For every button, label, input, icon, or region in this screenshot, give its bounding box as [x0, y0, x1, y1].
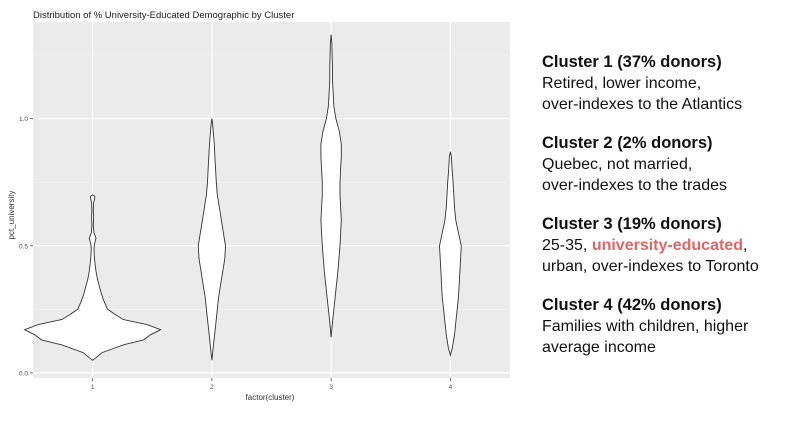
cluster-3-line-2: urban, over-indexes to Toronto	[542, 258, 759, 275]
cluster-3-heading: Cluster 3 (19% donors)	[542, 215, 722, 233]
violins	[23, 34, 462, 361]
y-tick-label: 1.0	[19, 116, 28, 123]
cluster-3-line-1: 25-35, university-educated,	[542, 235, 804, 256]
y-tick-label: 0.0	[19, 370, 28, 377]
cluster-4-heading: Cluster 4 (42% donors)	[542, 296, 722, 314]
x-axis-label: factor(cluster)	[246, 393, 295, 402]
y-tick-label: 0.5	[19, 243, 28, 250]
cluster-3-description: Cluster 3 (19% donors) 25-35, university…	[542, 214, 804, 277]
cluster-4-line-2: average income	[542, 339, 656, 356]
cluster-3-highlight: university-educated	[591, 237, 743, 254]
axes: 0.0 0.5 1.0 1 2 3 4	[19, 116, 453, 391]
violin-cluster-4	[439, 151, 462, 357]
cluster-4-description: Cluster 4 (42% donors) Families with chi…	[542, 295, 804, 358]
cluster-4-line-1: Families with children, higher	[542, 318, 749, 335]
cluster-2-heading: Cluster 2 (2% donors)	[542, 134, 713, 152]
cluster-3-line-1-suffix: ,	[742, 237, 748, 254]
cluster-descriptions: Cluster 1 (37% donors) Retired, lower in…	[542, 52, 804, 376]
x-tick-label: 3	[329, 384, 333, 391]
x-tick-label: 2	[210, 384, 214, 391]
cluster-1-line-2: over-indexes to the Atlantics	[542, 96, 743, 113]
violin-chart: Distribution of % University-Educated De…	[7, 10, 510, 402]
cluster-2-line-2: over-indexes to the trades	[542, 177, 727, 194]
chart-title: Distribution of % University-Educated De…	[33, 10, 294, 21]
x-tick-label: 4	[449, 384, 453, 391]
x-tick-label: 1	[91, 384, 95, 391]
cluster-1-heading: Cluster 1 (37% donors)	[542, 53, 722, 71]
cluster-1-line-1: Retired, lower income,	[542, 75, 702, 92]
cluster-2-description: Cluster 2 (2% donors) Quebec, not marrie…	[542, 133, 804, 196]
cluster-1-description: Cluster 1 (37% donors) Retired, lower in…	[542, 52, 804, 115]
violin-cluster-3	[320, 34, 342, 338]
violin-cluster-2	[197, 118, 226, 361]
violin-cluster-1	[23, 194, 162, 361]
cluster-3-line-1-prefix: 25-35,	[542, 237, 592, 254]
cluster-2-line-1: Quebec, not married,	[542, 156, 693, 173]
y-axis-label: pct_university	[7, 191, 16, 240]
